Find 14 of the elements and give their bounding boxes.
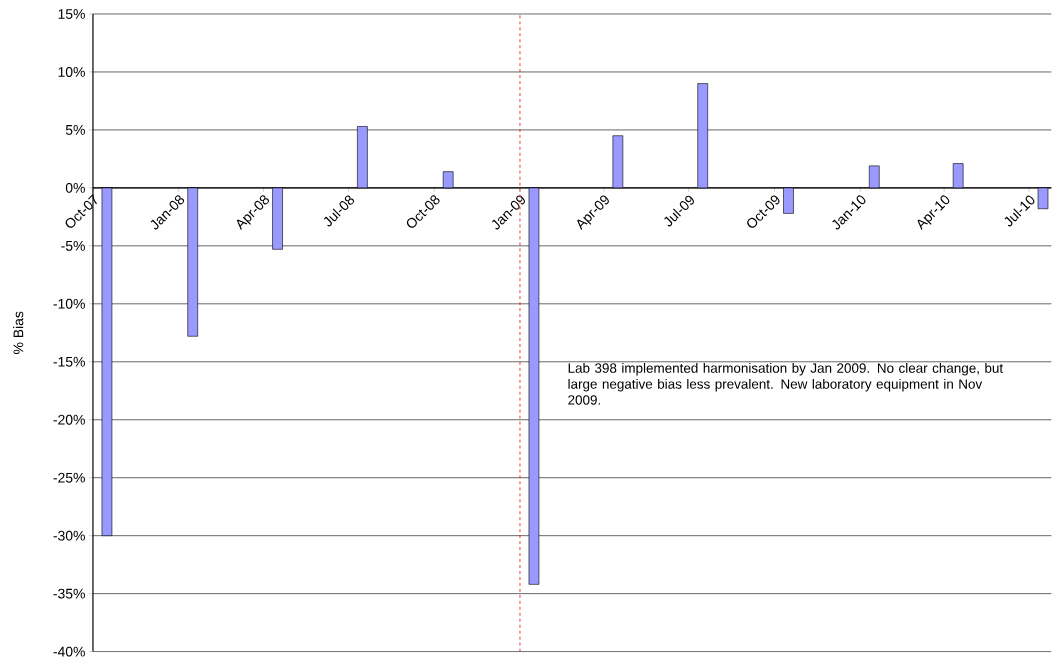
y-axis-title: % Bias — [13, 311, 24, 355]
y-tick-label: 5% — [65, 125, 85, 136]
y-tick-label: -15% — [53, 357, 85, 367]
y-tick-label: -20% — [53, 414, 85, 425]
y-tick-label: -40% — [53, 646, 85, 657]
y-tick-label: -30% — [53, 530, 85, 541]
y-tick-label: 10% — [58, 67, 85, 78]
y-tick-label: -35% — [53, 588, 85, 599]
annotation: Lab 398 implemented harmonisation by Jan 2009. No clear change, but large negative bias less prevalent. New laboratory equipment in Nov 2009. — [568, 363, 1004, 405]
y-tick-label: -5% — [61, 241, 85, 251]
y-tick-label: 15% — [58, 9, 85, 20]
y-tick-label: 0% — [65, 183, 85, 194]
y-tick-label: -25% — [53, 472, 85, 483]
y-tick-label: -10% — [53, 299, 85, 309]
